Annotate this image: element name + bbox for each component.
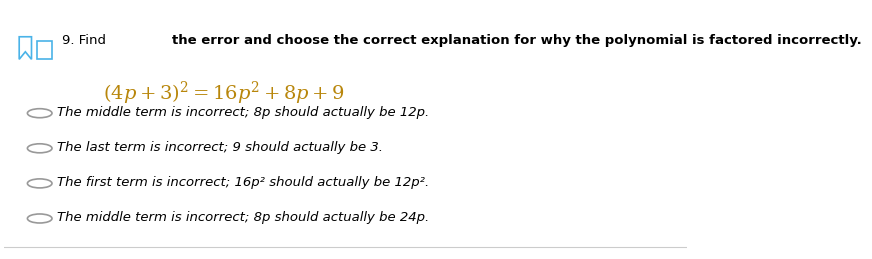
Text: $(4p + 3)^2 = 16p^2 + 8p + 9$: $(4p + 3)^2 = 16p^2 + 8p + 9$ — [103, 79, 345, 106]
Text: the error and choose the correct explanation for why the polynomial is factored : the error and choose the correct explana… — [173, 34, 862, 47]
Text: 9. Find: 9. Find — [62, 34, 111, 47]
Text: The middle term is incorrect; 8p should actually be 24p.: The middle term is incorrect; 8p should … — [58, 211, 430, 224]
Text: The last term is incorrect; 9 should actually be 3.: The last term is incorrect; 9 should act… — [58, 141, 384, 154]
Text: The first term is incorrect; 16p² should actually be 12p².: The first term is incorrect; 16p² should… — [58, 176, 430, 189]
Text: The middle term is incorrect; 8p should actually be 12p.: The middle term is incorrect; 8p should … — [58, 106, 430, 119]
